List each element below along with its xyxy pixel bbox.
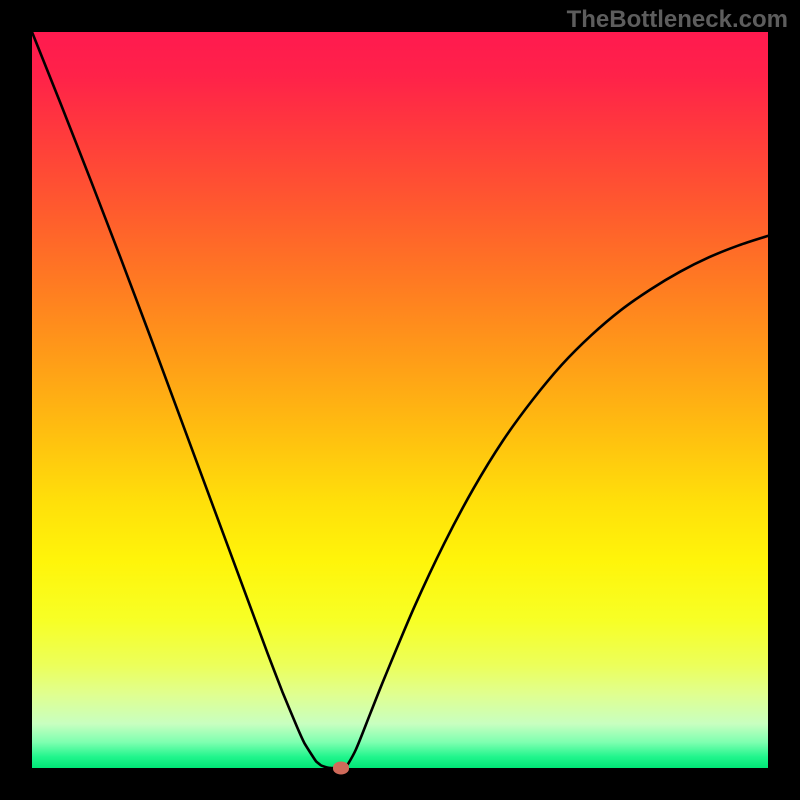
plot-area (32, 32, 768, 768)
plot-gradient-background (32, 32, 768, 768)
chart-container: TheBottleneck.com (0, 0, 800, 800)
optimum-marker (333, 762, 349, 775)
watermark-text: TheBottleneck.com (567, 6, 788, 34)
